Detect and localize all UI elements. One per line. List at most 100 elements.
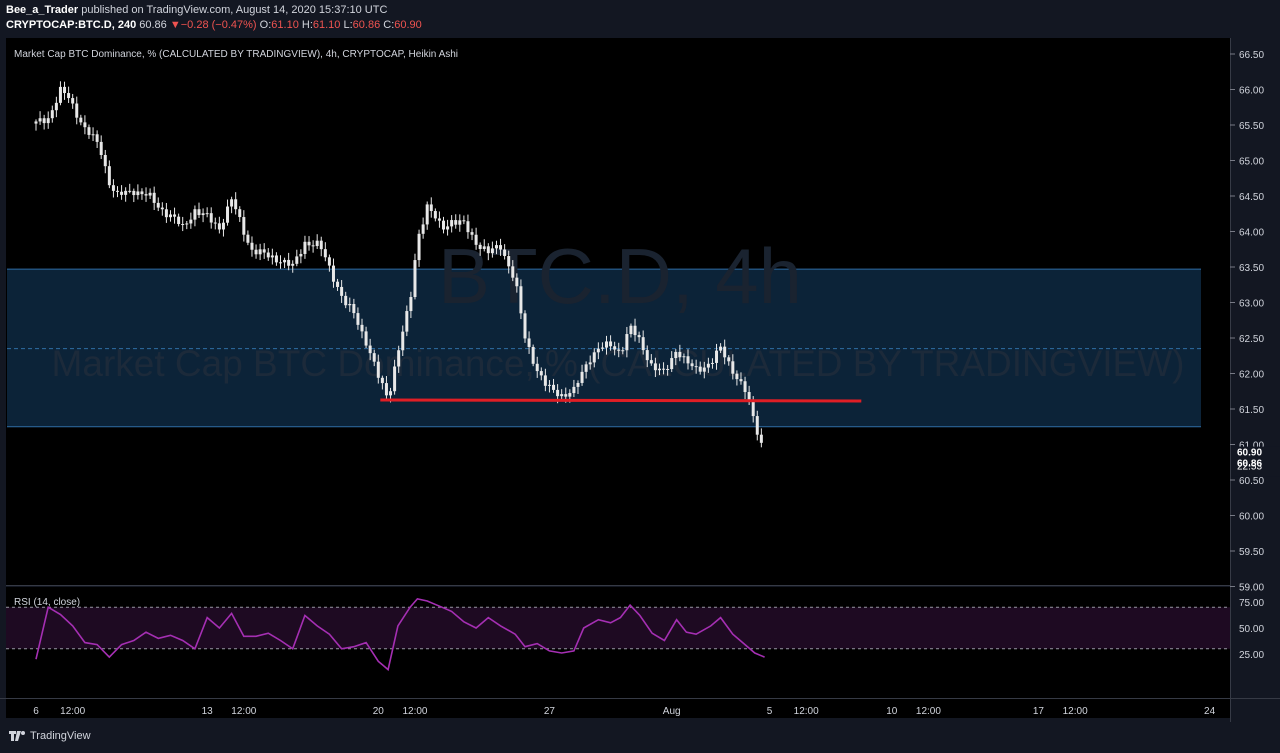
candle (527, 338, 531, 347)
candle (75, 103, 79, 118)
candle (499, 245, 503, 250)
time-tick-label: 20 (373, 706, 385, 717)
candle (340, 286, 344, 296)
candle (511, 266, 515, 278)
high-value: 61.10 (312, 19, 341, 31)
candle (323, 249, 327, 258)
candle (547, 384, 551, 386)
candle (580, 371, 584, 383)
close-label: C: (383, 19, 395, 31)
candle (34, 121, 38, 124)
tradingview-logo[interactable]: TradingView (8, 730, 91, 742)
candle (552, 384, 556, 390)
candle (181, 224, 185, 226)
candle (731, 361, 735, 374)
price-tick-label: 59.00 (1239, 583, 1264, 594)
candle (38, 118, 42, 122)
candle (111, 185, 115, 191)
candle (739, 379, 743, 382)
time-tick-label: 12:00 (60, 706, 85, 717)
rsi-band (6, 607, 1230, 649)
candle (719, 346, 723, 351)
candle (79, 117, 83, 123)
low-value: 60.86 (352, 19, 381, 31)
candle (678, 351, 682, 358)
candle (433, 211, 437, 219)
candle (727, 357, 731, 362)
candle (242, 217, 246, 235)
rsi-tick-label: 50.00 (1239, 624, 1264, 635)
candle (120, 191, 124, 195)
candle (437, 218, 441, 221)
price-axis[interactable] (1230, 38, 1280, 722)
price-ticks: 66.50 66.00 65.50 65.00 64.50 64.00 63.50 63.00… (1230, 50, 1280, 594)
footer (0, 722, 1280, 753)
price-tick-label: 60.00 (1239, 512, 1264, 523)
close-value: 60.90 (394, 19, 422, 31)
candle (715, 350, 719, 363)
support-level-line[interactable] (380, 398, 862, 403)
close-price-label: 60.86 (1237, 458, 1262, 469)
candle (185, 223, 189, 225)
candle (266, 252, 270, 258)
candle (164, 209, 168, 218)
candle (177, 216, 181, 225)
candle (649, 360, 653, 364)
candle (107, 166, 111, 186)
time-tick-label: 12:00 (402, 706, 427, 717)
time-tick-label: 24 (1204, 706, 1216, 717)
candle (576, 382, 580, 387)
candle (702, 367, 706, 372)
time-tick-label: Aug (663, 706, 681, 717)
candle (466, 221, 470, 233)
candle (299, 253, 303, 257)
candle (327, 257, 331, 266)
candle (254, 249, 258, 255)
candle (442, 220, 445, 230)
price-tick-label: 59.50 (1239, 547, 1264, 558)
candle (348, 304, 352, 306)
time-tick-label: 12:00 (916, 706, 941, 717)
price-tick-label: 65.50 (1239, 121, 1264, 132)
candle (128, 190, 132, 192)
candle (283, 259, 287, 263)
candle (494, 245, 498, 249)
candle (124, 190, 128, 195)
candle (258, 249, 262, 255)
time-ticks[interactable]: 6 12:00 13 12:00 20 12:00 27 Aug 5 12:00 10 12:00 17… (33, 706, 1280, 717)
candle (368, 345, 372, 354)
down-arrow-icon: ▼ (169, 19, 181, 31)
publisher-line: Bee_a_Trader published on TradingView.co… (6, 4, 387, 16)
rsi-legend[interactable]: RSI (14, close) (14, 597, 80, 608)
author-name[interactable]: Bee_a_Trader (6, 4, 79, 16)
candle (641, 337, 645, 351)
price-tick-label: 61.00 (1239, 441, 1264, 452)
candle (393, 366, 397, 392)
candle (556, 389, 560, 397)
candle (759, 434, 763, 443)
chart-canvas[interactable]: BTC.D, 4h Market Cap BTC Dominance, % (C… (0, 38, 1280, 722)
candle (54, 102, 58, 111)
symbol-label[interactable]: CRYPTOCAP:BTC.D, 240 (6, 19, 137, 31)
candle (319, 240, 323, 250)
candle (417, 233, 421, 261)
candle (690, 363, 694, 367)
candle (413, 260, 417, 298)
candle (307, 241, 311, 246)
candle (168, 214, 172, 218)
candle (710, 362, 714, 364)
candle (735, 373, 739, 380)
candle (148, 192, 152, 196)
rsi-ticks: 75.00 50.00 25.00 (1239, 598, 1264, 661)
candle (156, 202, 160, 208)
main-legend[interactable]: Market Cap BTC Dominance, % (CALCULATED … (14, 49, 458, 60)
candle (405, 311, 409, 332)
time-tick-label: 5 (767, 706, 773, 717)
candle (238, 209, 242, 218)
candle (160, 207, 164, 210)
candle (287, 259, 291, 266)
last-price: 60.86 (139, 19, 167, 31)
candle (682, 356, 686, 358)
candle (152, 192, 156, 203)
time-tick-label: 12:00 (231, 706, 256, 717)
